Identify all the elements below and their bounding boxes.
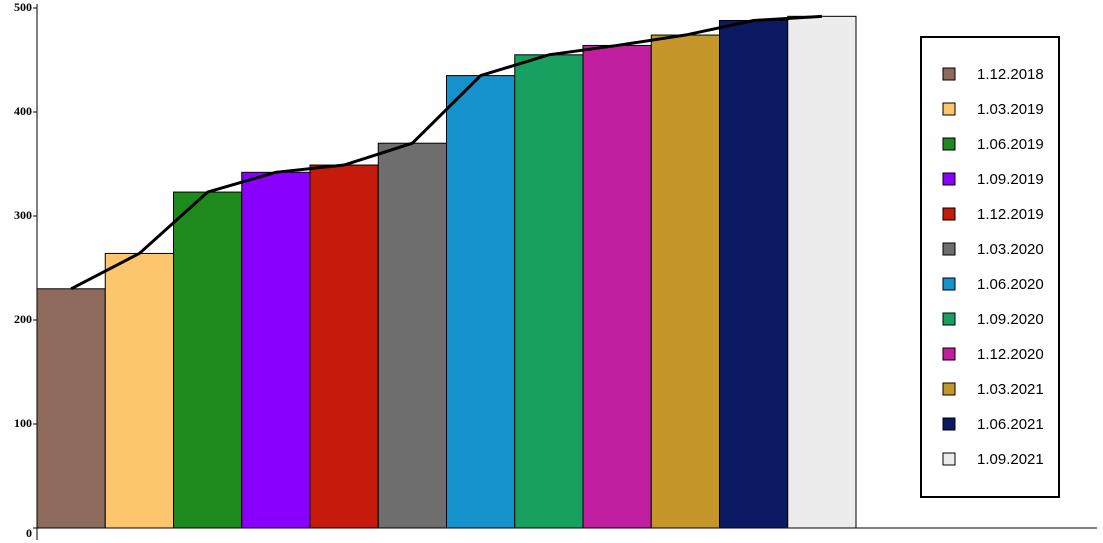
bar <box>582 44 652 529</box>
bar <box>787 15 857 529</box>
y-tick-label: 100 <box>14 416 32 430</box>
y-tick-label: 200 <box>14 312 32 326</box>
legend-label: 1.12.2020 <box>977 346 1044 363</box>
legend-label: 1.12.2018 <box>977 66 1044 83</box>
legend-swatch <box>942 207 956 221</box>
y-tick-label: 300 <box>14 208 32 222</box>
trend-line <box>70 14 822 291</box>
bar <box>514 54 584 529</box>
bar <box>377 142 447 529</box>
legend-label: 1.03.2019 <box>977 101 1044 118</box>
y-tick-label: 500 <box>14 0 32 14</box>
legend-label: 1.12.2019 <box>977 206 1044 223</box>
y-tick-label: 400 <box>14 104 32 118</box>
legend-swatch <box>942 67 956 81</box>
legend-label: 1.09.2021 <box>977 451 1044 468</box>
legend-label: 1.06.2020 <box>977 276 1044 293</box>
bar <box>241 171 311 529</box>
bar <box>36 288 106 529</box>
legend-label: 1.06.2021 <box>977 416 1044 433</box>
bar <box>104 252 174 529</box>
legend-label: 1.09.2019 <box>977 171 1044 188</box>
legend-swatch <box>942 242 956 256</box>
bar <box>309 164 379 529</box>
y-tick-label: 0 <box>26 526 32 540</box>
legend-label: 1.06.2019 <box>977 136 1044 153</box>
legend-swatch <box>942 137 956 151</box>
bar <box>173 191 243 529</box>
legend-label: 1.09.2020 <box>977 311 1044 328</box>
legend-swatch <box>942 417 956 431</box>
legend-swatch <box>942 102 956 116</box>
legend-swatch <box>942 347 956 361</box>
legend-label: 1.03.2020 <box>977 241 1044 258</box>
bar <box>650 34 720 529</box>
legend-swatch <box>942 277 956 291</box>
legend-swatch <box>942 172 956 186</box>
bar <box>446 75 516 529</box>
bar <box>719 19 789 529</box>
legend-label: 1.03.2021 <box>977 381 1044 398</box>
legend-swatch <box>942 312 956 326</box>
legend-swatch <box>942 452 956 466</box>
legend-swatch <box>942 382 956 396</box>
